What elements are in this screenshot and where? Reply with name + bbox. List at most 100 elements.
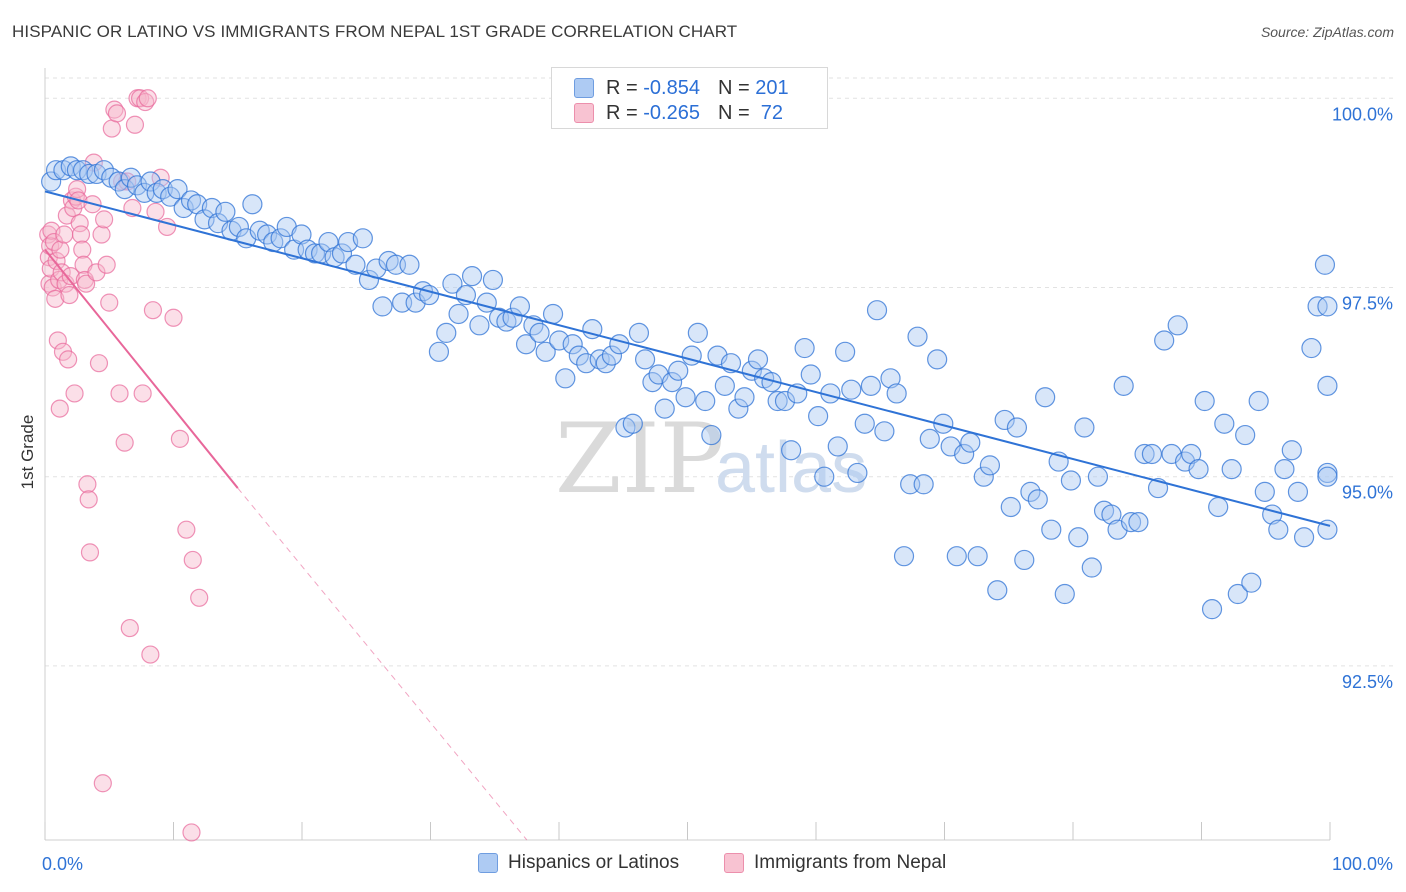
series-hispanic-points [41, 156, 1338, 620]
hispanic-point [1194, 390, 1215, 412]
hispanic-point [555, 368, 576, 389]
nepal-point [170, 429, 190, 448]
nepal-point [115, 433, 134, 452]
hispanic-point [1287, 481, 1309, 502]
hispanic-point [767, 390, 788, 412]
hispanic-point [954, 443, 975, 465]
hispanic-point [1221, 459, 1242, 480]
nepal-point [190, 588, 209, 607]
hispanic-point [946, 546, 967, 567]
hispanic-point [549, 330, 570, 351]
hispanic-point [448, 303, 469, 325]
hispanic-point [1068, 527, 1089, 548]
nepal-point [87, 263, 106, 282]
hispanic-point [1248, 390, 1269, 412]
hispanic-point [419, 284, 440, 306]
hispanic-point [747, 349, 769, 370]
hispanic-point [994, 409, 1015, 431]
hispanic-point [126, 175, 148, 196]
hispanic-point [72, 160, 94, 181]
hispanic-point [808, 406, 829, 427]
y-tick-label: 97.5% [1342, 293, 1393, 313]
hispanic-point [469, 315, 490, 336]
hispanic-point [601, 345, 623, 366]
nepal-point [80, 543, 100, 562]
hispanic-point [160, 186, 181, 207]
nepal-point [48, 331, 67, 350]
hispanic-point [1081, 557, 1102, 578]
hispanic-point [835, 341, 856, 362]
hispanic-point [1120, 512, 1142, 533]
legend-swatch-blue [574, 78, 594, 98]
nepal-point [47, 251, 66, 271]
hispanic-point [774, 390, 796, 412]
x-tick-label: 100.0% [1332, 854, 1393, 874]
hispanic-point [399, 254, 420, 275]
y-axis-label: 1st Grade [18, 415, 37, 490]
nepal-point [79, 490, 98, 509]
hispanic-point [502, 307, 523, 328]
hispanic-point [146, 182, 167, 203]
y-tick-label: 100.0% [1332, 104, 1393, 124]
grid-lines [45, 77, 1395, 667]
legend-row-hispanic: R = -0.854 N = 201 [574, 76, 789, 100]
nepal-point [73, 240, 92, 259]
hispanic-point [1087, 466, 1109, 487]
hispanic-point [352, 228, 373, 249]
hispanic-point [228, 216, 249, 238]
hispanic-point [114, 178, 135, 200]
hispanic-point [1134, 443, 1155, 465]
nepal-point [143, 301, 163, 320]
nepal-point [92, 225, 111, 244]
bottom-legend-nepal: Immigrants from Nepal [724, 852, 946, 874]
hispanic-point [967, 546, 988, 567]
hispanic-point [304, 243, 326, 264]
hispanic-point [734, 387, 755, 408]
hispanic-point [1274, 459, 1295, 480]
hispanic-point [854, 413, 875, 434]
hispanic-point [1154, 330, 1175, 351]
hispanic-point [60, 156, 81, 177]
hispanic-point [794, 337, 815, 359]
hispanic-point [442, 273, 463, 294]
hispanic-point [1241, 572, 1262, 593]
nepal-point [60, 285, 79, 305]
hispanic-point [180, 190, 202, 211]
hispanic-point [919, 428, 940, 449]
hispanic-point [215, 201, 236, 222]
hispanic-point [1167, 315, 1188, 336]
hispanic-point [167, 178, 188, 200]
hispanic-point [1006, 417, 1028, 438]
nepal-point [102, 119, 121, 138]
hispanic-point [661, 371, 683, 393]
hispanic-point [345, 254, 366, 275]
hispanic-point [515, 334, 537, 355]
hispanic-point [1027, 489, 1048, 510]
hispanic-point [979, 455, 1001, 476]
nepal-point [59, 350, 78, 369]
nepal-point [71, 225, 91, 244]
hispanic-point [1317, 466, 1338, 487]
nepal-point [95, 210, 114, 229]
hispanic-point [668, 360, 689, 381]
hispanic-point [1317, 296, 1338, 317]
hispanic-point [372, 296, 393, 317]
hispanic-point [1268, 519, 1289, 540]
hispanic-point [907, 326, 928, 347]
hispanic-point [1281, 440, 1302, 461]
legend-n-label: N = [717, 101, 750, 124]
hispanic-point [1020, 481, 1041, 502]
hispanic-point [1227, 583, 1248, 605]
hispanic-point [1101, 504, 1122, 525]
chart-title: HISPANIC OR LATINO VS IMMIGRANTS FROM NE… [12, 22, 738, 41]
nepal-point [164, 308, 183, 327]
bottom-legend-label-hispanic: Hispanics or Latinos [508, 852, 680, 873]
hispanic-point [331, 243, 353, 264]
hispanic-point [576, 353, 597, 374]
hispanic-point [893, 546, 915, 567]
legend-r-value: -0.265 [643, 101, 700, 124]
hispanic-point [847, 462, 868, 484]
nepal-point [133, 384, 152, 403]
hispanic-point [860, 375, 881, 396]
